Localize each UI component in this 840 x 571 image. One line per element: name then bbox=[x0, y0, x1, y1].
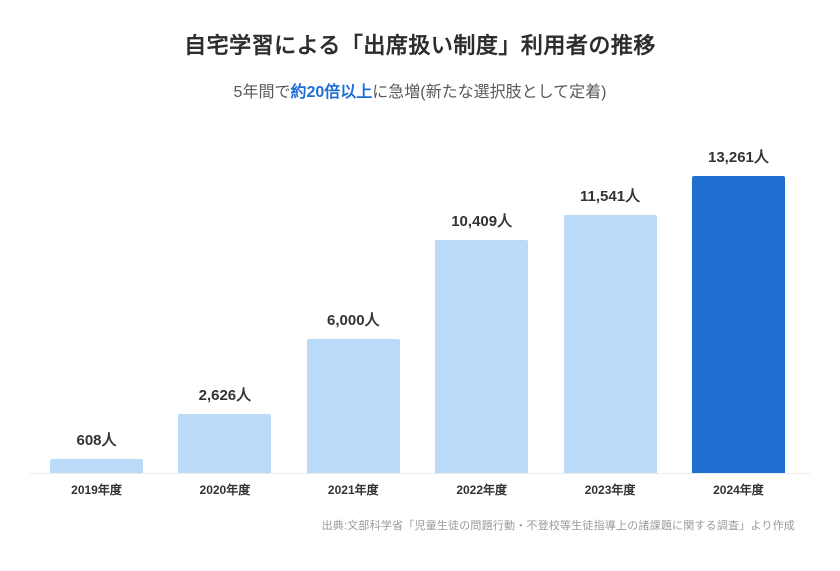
bar-value-label: 13,261人 bbox=[708, 149, 769, 166]
source-note: 出典:文部科学省「児童生徒の問題行動・不登校等生徒指導上の諸課題に関する調査」よ… bbox=[321, 520, 795, 532]
bar-chart-plot-area: 608人 2,626人 6,000人 10,409人 11,541人 13,261人 bbox=[50, 140, 785, 473]
bar-2021年度 bbox=[306, 339, 400, 473]
bar-value-label: 10,409人 bbox=[451, 213, 513, 230]
x-axis-label-2019年度: 2019年度 bbox=[71, 483, 122, 497]
bar-column-2022年度: 10,409人 bbox=[435, 210, 529, 473]
bar-value-label: 608人 bbox=[76, 432, 117, 449]
bar-column-2019年度: 608人 bbox=[50, 429, 143, 473]
bar-column-2021年度: 6,000人 bbox=[306, 309, 400, 473]
x-axis-label-2022年度: 2022年度 bbox=[456, 483, 508, 497]
bar-column-2023年度: 11,541人 bbox=[563, 185, 657, 473]
bar-2019年度 bbox=[50, 459, 143, 473]
chart-subtitle: 5年間で約20倍以上に急増(新たな選択肢として定着) bbox=[0, 78, 840, 102]
subtitle-highlight: 約20倍以上 bbox=[290, 84, 373, 101]
bar-column-2024年度: 13,261人 bbox=[691, 146, 785, 473]
x-axis-label-2024年度: 2024年度 bbox=[713, 483, 764, 497]
x-axis-label-2023年度: 2023年度 bbox=[584, 483, 636, 497]
bar-value-label: 11,541人 bbox=[580, 188, 641, 205]
x-axis-labels: 2019年度 2020年度 2021年度 2022年度 2023年度 2024年度 bbox=[50, 481, 785, 498]
subtitle-prefix: 5年間で bbox=[233, 84, 291, 101]
x-axis-label-2020年度: 2020年度 bbox=[199, 483, 251, 497]
bar-2024年度 bbox=[691, 176, 785, 473]
subtitle-suffix: に急増(新たな選択肢として定着) bbox=[372, 84, 607, 101]
page-title: 自宅学習による「出席扱い制度」利用者の推移 bbox=[184, 33, 656, 58]
bar-2022年度 bbox=[435, 240, 529, 473]
x-axis-line bbox=[30, 473, 810, 474]
bar-value-label: 2,626人 bbox=[198, 387, 252, 404]
bar-2023年度 bbox=[563, 215, 657, 473]
bar-2020年度 bbox=[178, 414, 272, 473]
bar-value-label: 6,000人 bbox=[327, 312, 380, 329]
x-axis-label-2021年度: 2021年度 bbox=[327, 483, 379, 497]
bar-column-2020年度: 2,626人 bbox=[178, 384, 272, 473]
